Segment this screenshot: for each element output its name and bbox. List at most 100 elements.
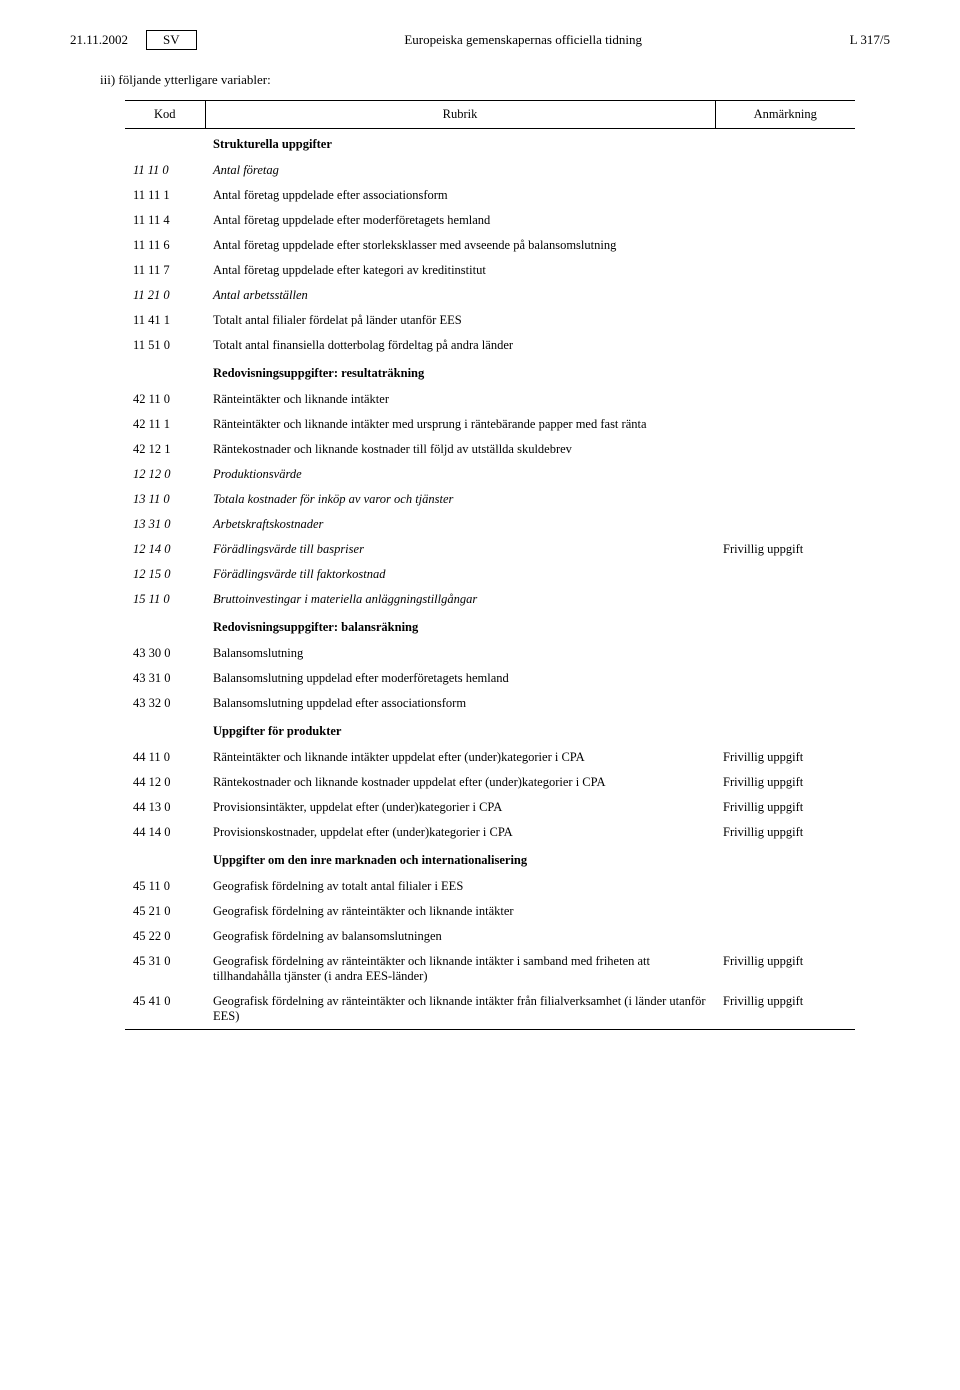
cell-rubrik: Uppgifter för produkter bbox=[205, 716, 715, 745]
cell-rubrik: Provisionskostnader, uppdelat efter (und… bbox=[205, 820, 715, 845]
cell-kod: 15 11 0 bbox=[125, 587, 205, 612]
cell-rubrik: Ränteintäkter och liknande intäkter bbox=[205, 387, 715, 412]
header-date: 21.11.2002 bbox=[70, 32, 128, 48]
cell-anmarkning bbox=[715, 845, 855, 874]
cell-rubrik: Antal företag uppdelade efter associatio… bbox=[205, 183, 715, 208]
table-row: 11 11 4Antal företag uppdelade efter mod… bbox=[125, 208, 855, 233]
cell-anmarkning: Frivillig uppgift bbox=[715, 949, 855, 989]
page-header: 21.11.2002 SV Europeiska gemenskapernas … bbox=[70, 30, 890, 50]
table-row: 11 11 0Antal företag bbox=[125, 158, 855, 183]
cell-anmarkning bbox=[715, 924, 855, 949]
cell-rubrik: Antal företag uppdelade efter storlekskl… bbox=[205, 233, 715, 258]
cell-anmarkning: Frivillig uppgift bbox=[715, 770, 855, 795]
table-row: 12 14 0Förädlingsvärde till baspriserFri… bbox=[125, 537, 855, 562]
cell-kod: 11 51 0 bbox=[125, 333, 205, 358]
cell-rubrik: Totalt antal finansiella dotterbolag för… bbox=[205, 333, 715, 358]
cell-kod bbox=[125, 129, 205, 159]
cell-anmarkning bbox=[715, 183, 855, 208]
table-row: 43 31 0Balansomslutning uppdelad efter m… bbox=[125, 666, 855, 691]
cell-kod: 45 41 0 bbox=[125, 989, 205, 1030]
table-row: 11 11 6Antal företag uppdelade efter sto… bbox=[125, 233, 855, 258]
cell-rubrik: Redovisningsuppgifter: resultaträkning bbox=[205, 358, 715, 387]
table-row: 11 21 0Antal arbetsställen bbox=[125, 283, 855, 308]
table-row: 11 41 1Totalt antal filialer fördelat på… bbox=[125, 308, 855, 333]
table-row: 12 12 0Produktionsvärde bbox=[125, 462, 855, 487]
cell-anmarkning bbox=[715, 462, 855, 487]
cell-kod: 44 12 0 bbox=[125, 770, 205, 795]
table-row: 11 51 0Totalt antal finansiella dotterbo… bbox=[125, 333, 855, 358]
cell-anmarkning bbox=[715, 874, 855, 899]
cell-anmarkning bbox=[715, 233, 855, 258]
cell-rubrik: Totalt antal filialer fördelat på länder… bbox=[205, 308, 715, 333]
header-title: Europeiska gemenskapernas officiella tid… bbox=[215, 32, 832, 48]
cell-kod: 45 21 0 bbox=[125, 899, 205, 924]
cell-anmarkning bbox=[715, 666, 855, 691]
table-row: 42 12 1Räntekostnader och liknande kostn… bbox=[125, 437, 855, 462]
table-row: 44 12 0Räntekostnader och liknande kostn… bbox=[125, 770, 855, 795]
table-row: 11 11 7Antal företag uppdelade efter kat… bbox=[125, 258, 855, 283]
cell-anmarkning: Frivillig uppgift bbox=[715, 745, 855, 770]
cell-kod: 11 11 7 bbox=[125, 258, 205, 283]
variables-table: Kod Rubrik Anmärkning Strukturella uppgi… bbox=[125, 100, 855, 1030]
cell-kod: 12 15 0 bbox=[125, 562, 205, 587]
cell-kod: 12 12 0 bbox=[125, 462, 205, 487]
cell-rubrik: Antal företag uppdelade efter moderföret… bbox=[205, 208, 715, 233]
cell-anmarkning bbox=[715, 333, 855, 358]
cell-kod: 43 32 0 bbox=[125, 691, 205, 716]
table-row: 44 11 0Ränteintäkter och liknande intäkt… bbox=[125, 745, 855, 770]
table-row: Redovisningsuppgifter: resultaträkning bbox=[125, 358, 855, 387]
cell-rubrik: Antal företag bbox=[205, 158, 715, 183]
cell-anmarkning bbox=[715, 691, 855, 716]
cell-rubrik: Bruttoinvestingar i materiella anläggnin… bbox=[205, 587, 715, 612]
cell-kod: 11 11 6 bbox=[125, 233, 205, 258]
col-kod: Kod bbox=[125, 101, 205, 129]
cell-kod bbox=[125, 845, 205, 874]
table-row: Uppgifter om den inre marknaden och inte… bbox=[125, 845, 855, 874]
cell-anmarkning bbox=[715, 258, 855, 283]
cell-rubrik: Geografisk fördelning av ränteintäkter o… bbox=[205, 899, 715, 924]
cell-rubrik: Geografisk fördelning av ränteintäkter o… bbox=[205, 949, 715, 989]
table-row: 44 14 0Provisionskostnader, uppdelat eft… bbox=[125, 820, 855, 845]
cell-rubrik: Provisionsintäkter, uppdelat efter (unde… bbox=[205, 795, 715, 820]
cell-kod: 42 11 1 bbox=[125, 412, 205, 437]
cell-anmarkning: Frivillig uppgift bbox=[715, 989, 855, 1030]
col-anmarkning: Anmärkning bbox=[715, 101, 855, 129]
table-row: 43 32 0Balansomslutning uppdelad efter a… bbox=[125, 691, 855, 716]
cell-kod: 45 31 0 bbox=[125, 949, 205, 989]
cell-anmarkning bbox=[715, 412, 855, 437]
cell-anmarkning: Frivillig uppgift bbox=[715, 795, 855, 820]
cell-kod: 11 11 4 bbox=[125, 208, 205, 233]
cell-rubrik: Räntekostnader och liknande kostnader ti… bbox=[205, 437, 715, 462]
cell-kod: 13 31 0 bbox=[125, 512, 205, 537]
table-row: Redovisningsuppgifter: balansräkning bbox=[125, 612, 855, 641]
cell-anmarkning bbox=[715, 899, 855, 924]
cell-kod: 44 11 0 bbox=[125, 745, 205, 770]
cell-anmarkning bbox=[715, 283, 855, 308]
cell-kod: 43 30 0 bbox=[125, 641, 205, 666]
cell-anmarkning bbox=[715, 716, 855, 745]
table-row: 11 11 1Antal företag uppdelade efter ass… bbox=[125, 183, 855, 208]
cell-kod: 44 13 0 bbox=[125, 795, 205, 820]
cell-rubrik: Totala kostnader för inköp av varor och … bbox=[205, 487, 715, 512]
cell-rubrik: Ränteintäkter och liknande intäkter med … bbox=[205, 412, 715, 437]
cell-anmarkning: Frivillig uppgift bbox=[715, 820, 855, 845]
table-row: 45 41 0Geografisk fördelning av ränteint… bbox=[125, 989, 855, 1030]
cell-kod: 11 21 0 bbox=[125, 283, 205, 308]
section-intro: iii) följande ytterligare variabler: bbox=[100, 72, 890, 88]
cell-anmarkning bbox=[715, 358, 855, 387]
cell-kod: 13 11 0 bbox=[125, 487, 205, 512]
cell-anmarkning bbox=[715, 308, 855, 333]
cell-rubrik: Ränteintäkter och liknande intäkter uppd… bbox=[205, 745, 715, 770]
header-page: L 317/5 bbox=[850, 32, 890, 48]
cell-anmarkning bbox=[715, 587, 855, 612]
table-row: 45 21 0Geografisk fördelning av ränteint… bbox=[125, 899, 855, 924]
table-row: 45 22 0Geografisk fördelning av balansom… bbox=[125, 924, 855, 949]
cell-rubrik: Arbetskraftskostnader bbox=[205, 512, 715, 537]
cell-anmarkning bbox=[715, 129, 855, 159]
cell-anmarkning bbox=[715, 562, 855, 587]
cell-kod: 42 12 1 bbox=[125, 437, 205, 462]
table-row: 45 11 0Geografisk fördelning av totalt a… bbox=[125, 874, 855, 899]
cell-rubrik: Balansomslutning uppdelad efter associat… bbox=[205, 691, 715, 716]
table-row: Uppgifter för produkter bbox=[125, 716, 855, 745]
cell-kod bbox=[125, 612, 205, 641]
